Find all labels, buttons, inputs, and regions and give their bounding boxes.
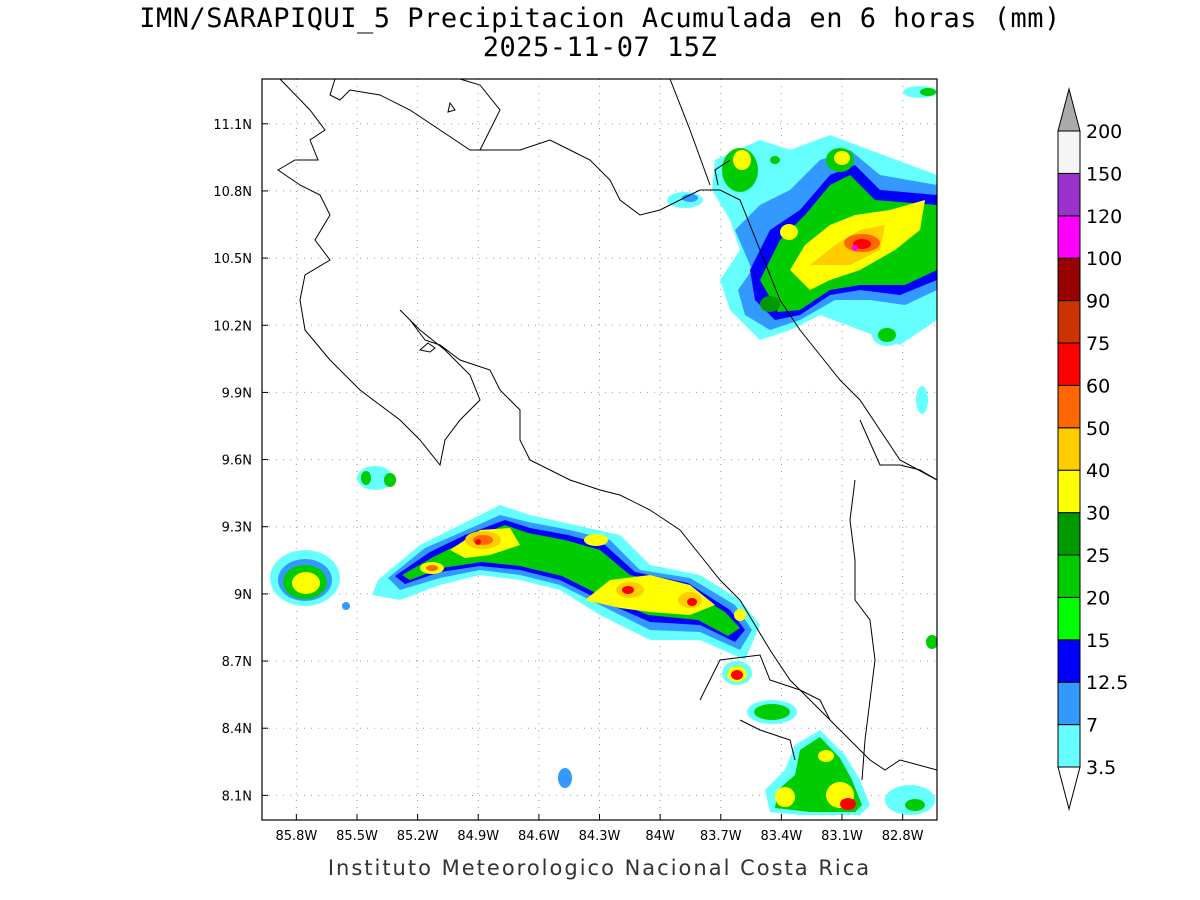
colorbar-swatch — [1057, 469, 1081, 514]
x-tick-label: 84.6W — [518, 829, 560, 844]
y-tick-label: 8.7N — [222, 655, 252, 670]
rain-cell-osa — [558, 635, 937, 815]
colorbar-label: 20 — [1086, 587, 1110, 609]
x-tick-label: 83.1W — [821, 829, 863, 844]
y-tick-label: 9.9N — [222, 386, 252, 401]
map-date: 2025-11-07 15Z — [482, 32, 718, 63]
colorbar-label: 120 — [1086, 206, 1122, 228]
footer-credit: Instituto Meteorologico Nacional Costa R… — [327, 856, 872, 880]
y-tick-label: 8.4N — [222, 722, 252, 737]
colorbar-swatch — [1057, 215, 1081, 259]
colorbar: 3.5 7 12.5 15 20 25 30 40 50 60 75 90 100 120 150 200 — [1057, 87, 1128, 811]
x-tick-label: 82.8W — [882, 829, 924, 844]
colorbar-swatch — [1057, 384, 1081, 429]
colorbar-label: 40 — [1086, 460, 1110, 482]
colorbar-swatch — [1057, 554, 1081, 598]
y-tick-label: 10.2N — [213, 319, 252, 334]
x-tick-label: 84W — [645, 829, 675, 844]
map-title: IMN/SARAPIQUI_5 Precipitacion Acumulada … — [139, 3, 1061, 34]
rain-cell-caribbean-north — [667, 86, 937, 414]
colorbar-label: 12.5 — [1086, 672, 1128, 694]
colorbar-label: 7 — [1086, 715, 1098, 737]
colorbar-label: 200 — [1086, 121, 1122, 143]
x-tick-label: 85.8W — [275, 829, 317, 844]
colorbar-label: 3.5 — [1086, 757, 1116, 779]
colorbar-swatch — [1057, 724, 1081, 768]
colorbar-swatch — [1057, 172, 1081, 217]
colorbar-label: 60 — [1086, 375, 1110, 397]
colorbar-label: 90 — [1086, 291, 1110, 313]
x-tick-label: 85.5W — [336, 829, 378, 844]
precipitation-field — [270, 86, 937, 815]
colorbar-swatch — [1057, 427, 1081, 471]
x-tick-label: 84.3W — [579, 829, 621, 844]
y-tick-label: 9N — [234, 588, 252, 603]
x-tick-label: 83.7W — [700, 829, 742, 844]
y-tick-label: 8.1N — [222, 789, 252, 804]
x-tick-label: 84.9W — [457, 829, 499, 844]
colorbar-swatch — [1057, 639, 1081, 683]
axis-ticks: 85.8W 85.5W 85.2W 84.9W 84.6W 84.3W 84W 83.7W 83… — [213, 118, 923, 844]
colorbar-max-arrow — [1057, 87, 1081, 132]
y-tick-label: 10.5N — [213, 252, 252, 267]
y-tick-label: 9.3N — [222, 521, 252, 536]
y-tick-label: 10.8N — [213, 185, 252, 200]
rain-cell-nicoya — [270, 466, 396, 610]
coastlines — [277, 79, 937, 781]
x-tick-label: 83.4W — [760, 829, 802, 844]
colorbar-swatch — [1057, 130, 1081, 174]
colorbar-label: 150 — [1086, 163, 1122, 185]
colorbar-label: 30 — [1086, 503, 1110, 525]
colorbar-swatch — [1057, 512, 1081, 556]
y-tick-label: 9.6N — [222, 454, 252, 469]
colorbar-label: 75 — [1086, 333, 1110, 355]
colorbar-label: 100 — [1086, 248, 1122, 270]
colorbar-label: 15 — [1086, 630, 1110, 652]
colorbar-label: 25 — [1086, 545, 1110, 567]
colorbar-swatch — [1057, 681, 1081, 726]
y-tick-label: 11.1N — [213, 118, 252, 133]
colorbar-label: 50 — [1086, 418, 1110, 440]
colorbar-swatch — [1057, 342, 1081, 386]
colorbar-swatch — [1057, 257, 1081, 302]
x-tick-label: 85.2W — [397, 829, 439, 844]
rain-band-pacific — [372, 505, 760, 660]
colorbar-swatch — [1057, 300, 1081, 344]
colorbar-swatch — [1057, 596, 1081, 641]
colorbar-min-arrow — [1057, 766, 1081, 811]
